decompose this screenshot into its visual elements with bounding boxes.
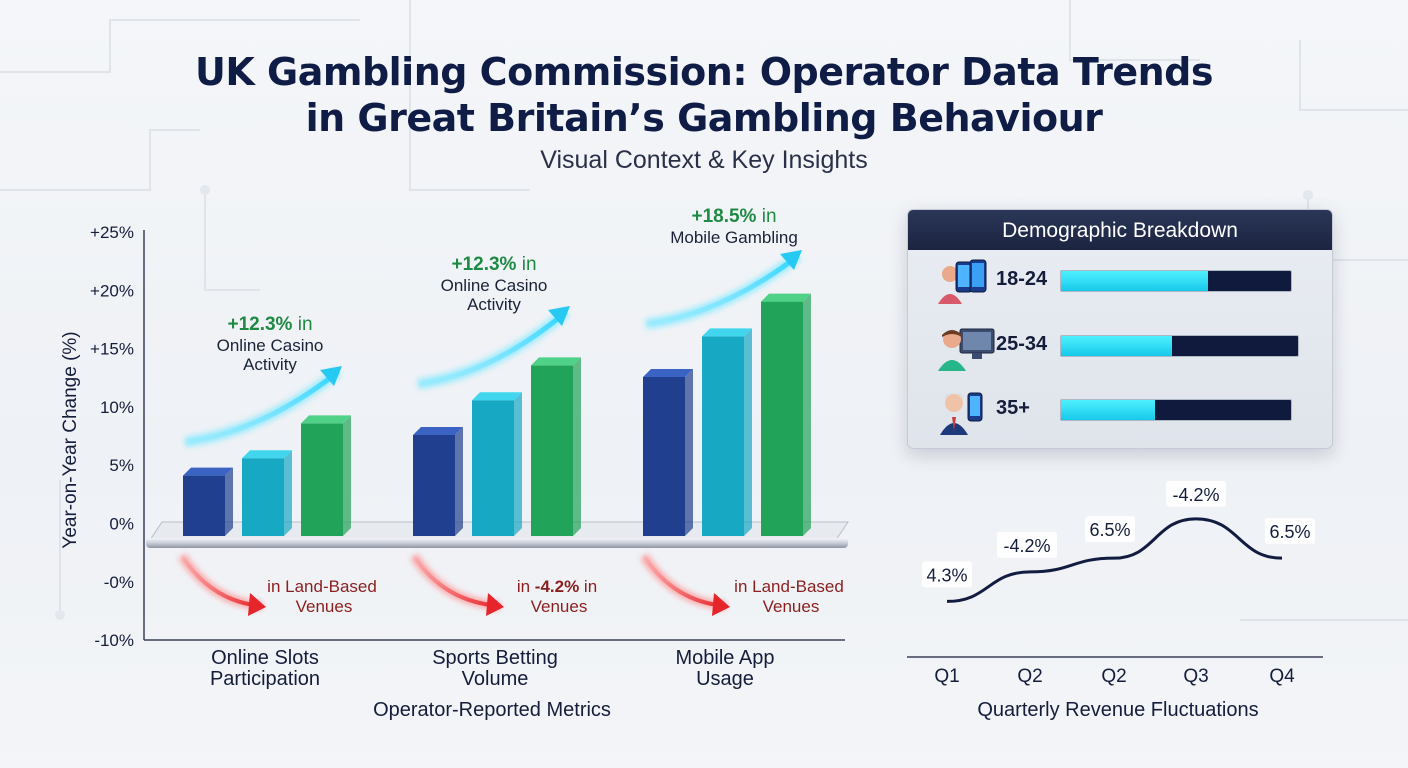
x-category-label: Usage <box>696 668 754 690</box>
revenue-x-axis-label: Quarterly Revenue Fluctuations <box>977 699 1258 721</box>
x-category-label: Sports Betting <box>432 647 558 669</box>
y-tick-label: 10% <box>100 398 134 417</box>
x-category-label: Mobile App <box>676 647 775 669</box>
down-arrow-icon <box>248 593 266 616</box>
chart-subtitle: Visual Context & Key Insights <box>540 146 868 174</box>
down-arrow-icon <box>712 593 730 616</box>
up-arrow-icon <box>548 306 570 326</box>
down-annotation-text: Venues <box>763 597 820 616</box>
demographic-row-35-plus: 35+ <box>908 387 1332 435</box>
age-bar-fill-18-24 <box>1061 271 1209 291</box>
age-label-25-34: 25-34 <box>996 333 1048 355</box>
bar <box>643 369 693 536</box>
demographic-breakdown-panel: Demographic Breakdown 18-24 25-34 <box>907 209 1333 449</box>
y-tick-label: -0% <box>104 573 134 592</box>
chart-title-line-2: in Great Britain’s Gambling Behaviour <box>305 96 1103 140</box>
y-tick-label: +20% <box>90 281 134 300</box>
down-annotation-title: in -4.2% in <box>517 577 597 596</box>
up-annotation-text: Online Casino <box>217 336 324 355</box>
up-annotation-title: +12.3% in <box>451 254 536 275</box>
bar <box>301 415 351 536</box>
young-person-phone-icon <box>938 259 987 304</box>
age-label-18-24: 18-24 <box>996 268 1048 290</box>
down-annotation-title: in Land-Based <box>267 577 377 596</box>
y-tick-label: +15% <box>90 340 134 359</box>
down-annotation-title: in Land-Based <box>734 577 844 596</box>
revenue-point-label: -4.2% <box>1166 480 1226 507</box>
up-annotation-title: +12.3% in <box>227 314 312 335</box>
age-bar-track-18-24 <box>1060 270 1292 292</box>
age-bar-fill-35-plus <box>1061 400 1156 420</box>
y-tick-label: -10% <box>94 631 134 650</box>
revenue-point-label: 6.5% <box>1085 516 1135 543</box>
y-tick-label: +25% <box>90 223 134 242</box>
age-bar-track-35-plus <box>1060 399 1292 421</box>
up-arrow-icon <box>320 366 342 386</box>
bar <box>472 392 522 536</box>
revenue-point-label: 6.5% <box>1265 518 1315 545</box>
x-category-label: Volume <box>462 668 529 690</box>
svg-text:4.3%: 4.3% <box>926 565 967 585</box>
age-bar-track-25-34 <box>1060 335 1299 357</box>
up-annotation-text: Mobile Gambling <box>670 228 798 247</box>
bar <box>242 450 292 536</box>
revenue-x-tick-label: Q2 <box>1017 666 1042 687</box>
revenue-x-tick-label: Q2 <box>1101 666 1126 687</box>
up-annotation-text: Activity <box>467 295 521 314</box>
svg-text:6.5%: 6.5% <box>1089 520 1130 540</box>
svg-text:-4.2%: -4.2% <box>1003 536 1050 556</box>
y-tick-label: 5% <box>109 456 134 475</box>
revenue-x-tick-label: Q3 <box>1183 666 1208 687</box>
age-label-35-plus: 35+ <box>996 397 1030 419</box>
down-annotation-text: Venues <box>531 597 588 616</box>
revenue-x-tick-label: Q4 <box>1269 666 1295 687</box>
demographic-row-25-34: 25-34 <box>908 323 1332 371</box>
bar <box>702 328 752 536</box>
svg-text:-4.2%: -4.2% <box>1172 485 1219 505</box>
revenue-point-label: 4.3% <box>922 561 972 588</box>
y-axis-label: Year-on-Year Change (%) <box>60 331 81 548</box>
demographic-panel-title: Demographic Breakdown <box>908 210 1332 250</box>
svg-text:6.5%: 6.5% <box>1269 522 1310 542</box>
age-bar-fill-25-34 <box>1061 336 1173 356</box>
revenue-x-tick-label: Q1 <box>934 666 959 687</box>
up-annotation-text: Online Casino <box>441 276 548 295</box>
chart-title-line-1: UK Gambling Commission: Operator Data Tr… <box>194 50 1214 94</box>
down-annotation-text: Venues <box>296 597 353 616</box>
y-tick-label: 0% <box>109 515 134 534</box>
older-person-phone-icon <box>940 392 983 435</box>
revenue-point-label: -4.2% <box>997 531 1057 558</box>
x-category-label: Participation <box>210 668 320 690</box>
demographic-row-18-24: 18-24 <box>908 258 1332 306</box>
up-annotation-title: +18.5% in <box>691 206 776 227</box>
down-arrow-icon <box>486 593 504 616</box>
bar <box>761 293 811 536</box>
up-annotation-text: Activity <box>243 355 297 374</box>
bar <box>531 357 581 536</box>
person-computer-icon <box>938 328 995 371</box>
bar <box>413 427 463 536</box>
bar <box>183 467 233 536</box>
x-category-label: Online Slots <box>211 647 319 669</box>
up-arrow-icon <box>780 250 802 270</box>
x-axis-label: Operator-Reported Metrics <box>373 699 611 721</box>
revenue-series-line <box>946 517 1283 603</box>
